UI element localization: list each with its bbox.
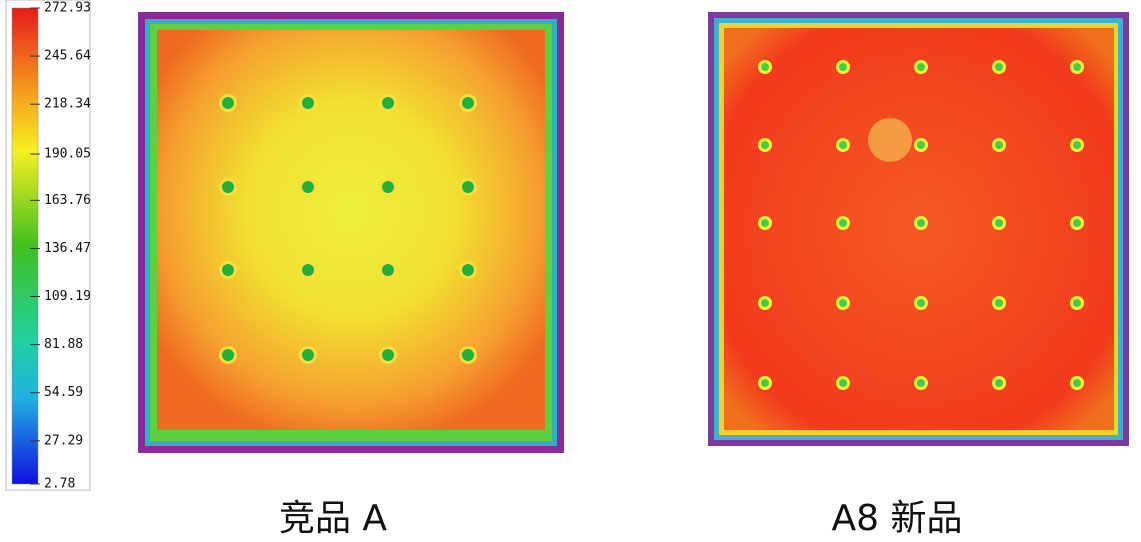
dot [839, 299, 847, 307]
dot [462, 97, 474, 109]
dot [839, 141, 847, 149]
dot [302, 349, 314, 361]
dot [761, 63, 769, 71]
colorbar-ticks: 272.93 245.64 218.34 190.05 163.76 136.47 109.… [30, 1, 91, 492]
tick-label: 163.76 [44, 193, 91, 208]
dot [1073, 141, 1081, 149]
dot [917, 141, 925, 149]
dot [839, 379, 847, 387]
dot [1073, 63, 1081, 71]
dot [462, 349, 474, 361]
dot [995, 219, 1003, 227]
dot [917, 299, 925, 307]
dots [758, 60, 1084, 390]
tick-label: 27.29 [44, 433, 83, 448]
heatmap [157, 30, 545, 430]
dot [382, 97, 394, 109]
dot [382, 349, 394, 361]
dot [917, 379, 925, 387]
dot [462, 264, 474, 276]
tick-label: 2.78 [44, 477, 75, 492]
tick-label: 109.19 [44, 289, 91, 304]
tick-label: 190.05 [44, 147, 91, 162]
dot [382, 181, 394, 193]
dot [1073, 379, 1081, 387]
panel-label: 竞品 A [279, 498, 387, 539]
tick-label: 54.59 [44, 385, 83, 400]
dot [917, 219, 925, 227]
dot [222, 349, 234, 361]
dot [995, 299, 1003, 307]
dot [222, 181, 234, 193]
panel-left [138, 12, 564, 453]
panel-right [708, 12, 1129, 446]
dot [761, 379, 769, 387]
dot [761, 219, 769, 227]
dot [1073, 299, 1081, 307]
dot [382, 264, 394, 276]
dot [1073, 219, 1081, 227]
tick-label: 218.34 [44, 97, 91, 112]
dot [995, 379, 1003, 387]
dot [462, 181, 474, 193]
dot [302, 181, 314, 193]
dot [839, 63, 847, 71]
dot [995, 63, 1003, 71]
spot [868, 118, 912, 162]
panel-label: A8 新品 [832, 498, 963, 539]
dot [839, 219, 847, 227]
tick-label: 81.88 [44, 337, 83, 352]
tick-label: 245.64 [44, 49, 91, 64]
dot [761, 299, 769, 307]
tick-label: 272.93 [44, 1, 91, 16]
dot [995, 141, 1003, 149]
dot [302, 264, 314, 276]
dot [761, 141, 769, 149]
dot [222, 264, 234, 276]
dot [222, 97, 234, 109]
dots [219, 94, 477, 364]
dot [917, 63, 925, 71]
tick-label: 136.47 [44, 241, 91, 256]
colorbar [11, 7, 39, 485]
dot [302, 97, 314, 109]
